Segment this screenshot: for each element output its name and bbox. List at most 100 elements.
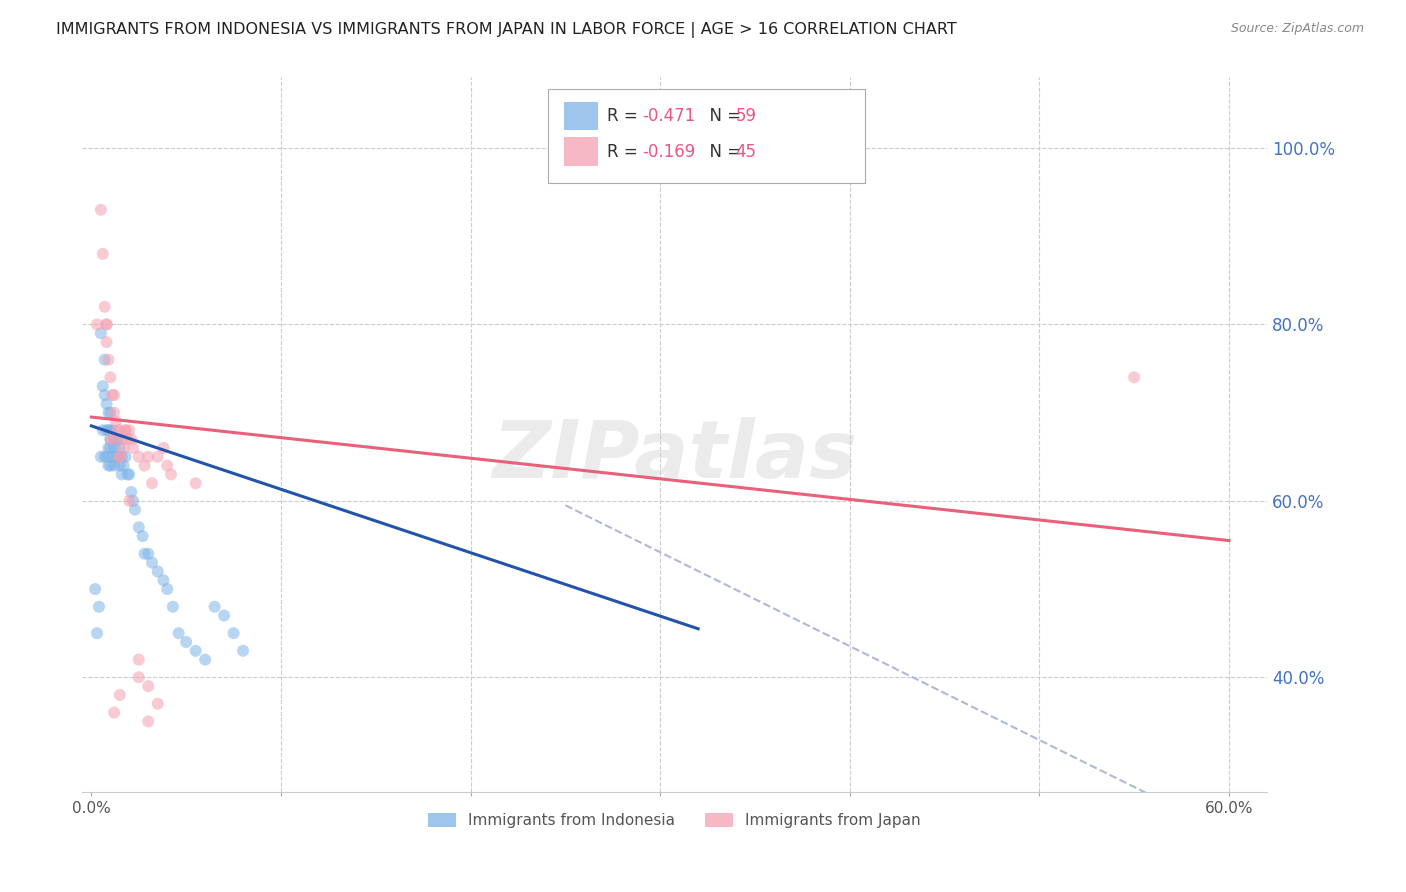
Text: R =: R =	[607, 143, 644, 161]
Text: ZIPatlas: ZIPatlas	[492, 417, 856, 495]
Point	[90, 450, 112, 464]
Point	[97, 441, 120, 455]
Point	[204, 599, 226, 614]
Point	[86, 318, 108, 332]
Point	[162, 599, 184, 614]
Point	[101, 450, 124, 464]
Point	[118, 467, 141, 482]
Point	[124, 502, 146, 516]
Point	[107, 432, 129, 446]
Point	[105, 450, 128, 464]
Point	[134, 458, 156, 473]
Point	[112, 458, 135, 473]
Point	[141, 556, 163, 570]
Point	[136, 450, 159, 464]
Point	[128, 520, 150, 534]
Point	[101, 423, 124, 437]
Point	[117, 467, 139, 482]
Point	[91, 379, 114, 393]
Point	[131, 529, 153, 543]
Text: N =: N =	[699, 143, 747, 161]
Point	[108, 441, 131, 455]
Point	[91, 423, 114, 437]
Point	[146, 697, 169, 711]
Text: -0.169: -0.169	[643, 143, 696, 161]
Point	[103, 406, 125, 420]
Point	[96, 334, 118, 349]
Point	[117, 432, 139, 446]
Text: 59: 59	[735, 107, 756, 125]
Point	[103, 432, 125, 446]
Point	[97, 423, 120, 437]
Point	[84, 582, 107, 596]
Legend: Immigrants from Indonesia, Immigrants from Japan: Immigrants from Indonesia, Immigrants fr…	[422, 807, 927, 834]
Point	[96, 397, 118, 411]
Point	[86, 626, 108, 640]
Point	[98, 406, 121, 420]
Point	[98, 370, 121, 384]
Point	[91, 247, 114, 261]
Point	[97, 352, 120, 367]
Text: IMMIGRANTS FROM INDONESIA VS IMMIGRANTS FROM JAPAN IN LABOR FORCE | AGE > 16 COR: IMMIGRANTS FROM INDONESIA VS IMMIGRANTS …	[56, 22, 957, 38]
Point	[105, 414, 128, 428]
Point	[134, 547, 156, 561]
Point	[108, 450, 131, 464]
Point	[120, 485, 142, 500]
Point	[111, 432, 134, 446]
Point	[103, 458, 125, 473]
Point	[194, 653, 217, 667]
Point	[212, 608, 235, 623]
Point	[107, 450, 129, 464]
Point	[232, 644, 254, 658]
Point	[98, 432, 121, 446]
Point	[111, 450, 134, 464]
Point	[98, 432, 121, 446]
Point	[118, 494, 141, 508]
Point	[136, 679, 159, 693]
Point	[122, 441, 145, 455]
Point	[87, 599, 110, 614]
Point	[108, 423, 131, 437]
Point	[141, 476, 163, 491]
Point	[114, 450, 136, 464]
Text: -0.471: -0.471	[643, 107, 696, 125]
Point	[108, 688, 131, 702]
Point	[120, 432, 142, 446]
Point	[118, 423, 141, 437]
Point	[93, 352, 115, 367]
Point	[90, 326, 112, 341]
Point	[152, 441, 174, 455]
Point	[160, 467, 183, 482]
Point	[114, 423, 136, 437]
Point	[96, 318, 118, 332]
Point	[96, 423, 118, 437]
Point	[108, 450, 131, 464]
Point	[93, 388, 115, 402]
Point	[93, 300, 115, 314]
Point	[97, 406, 120, 420]
Point	[128, 450, 150, 464]
Point	[103, 441, 125, 455]
Text: N =: N =	[699, 107, 747, 125]
Text: 45: 45	[735, 143, 756, 161]
Point	[111, 467, 134, 482]
Point	[222, 626, 245, 640]
Point	[167, 626, 190, 640]
Point	[103, 432, 125, 446]
Point	[146, 565, 169, 579]
Point	[156, 582, 179, 596]
Point	[97, 458, 120, 473]
Point	[152, 574, 174, 588]
Point	[184, 476, 207, 491]
Point	[93, 450, 115, 464]
Point	[114, 423, 136, 437]
Point	[103, 388, 125, 402]
Text: Source: ZipAtlas.com: Source: ZipAtlas.com	[1230, 22, 1364, 36]
Point	[105, 432, 128, 446]
Point	[98, 423, 121, 437]
Point	[136, 714, 159, 729]
Point	[1123, 370, 1146, 384]
Text: R =: R =	[607, 107, 644, 125]
Point	[98, 441, 121, 455]
Point	[112, 441, 135, 455]
